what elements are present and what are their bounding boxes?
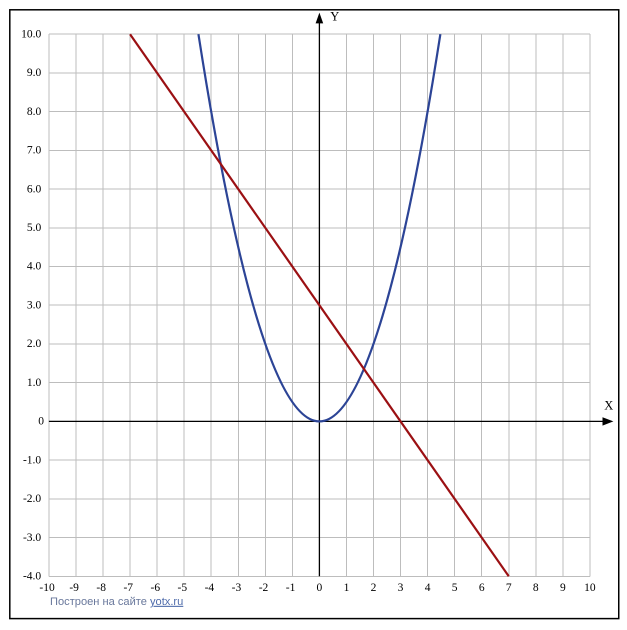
svg-text:-8: -8 [96,582,106,594]
svg-text:8: 8 [533,582,539,594]
svg-text:-7: -7 [123,582,133,594]
svg-text:10.0: 10.0 [21,28,41,40]
svg-text:Построен на сайте yotx.ru: Построен на сайте yotx.ru [50,596,183,608]
svg-text:-5: -5 [178,582,188,594]
svg-text:-4: -4 [205,582,215,594]
svg-text:1.0: 1.0 [27,377,42,389]
svg-text:-1.0: -1.0 [23,454,41,466]
svg-text:4: 4 [425,582,431,594]
svg-text:10: 10 [584,582,596,594]
svg-text:8.0: 8.0 [27,106,42,118]
svg-text:9.0: 9.0 [27,67,42,79]
svg-text:-9: -9 [69,582,79,594]
svg-text:-1: -1 [286,582,296,594]
svg-text:Y: Y [330,10,339,24]
svg-text:-3.0: -3.0 [23,532,41,544]
svg-text:5.0: 5.0 [27,222,42,234]
svg-text:9: 9 [560,582,566,594]
svg-text:3.0: 3.0 [27,299,42,311]
svg-text:-6: -6 [151,582,161,594]
svg-text:2: 2 [371,582,377,594]
svg-text:7: 7 [506,582,512,594]
svg-text:6.0: 6.0 [27,183,42,195]
svg-text:5: 5 [452,582,458,594]
svg-text:3: 3 [398,582,404,594]
svg-text:0: 0 [38,416,44,428]
svg-text:2.0: 2.0 [27,338,42,350]
svg-text:-3: -3 [232,582,242,594]
svg-text:-4.0: -4.0 [23,570,41,582]
svg-text:-2: -2 [259,582,269,594]
svg-text:4.0: 4.0 [27,261,42,273]
svg-text:X: X [604,399,613,413]
svg-text:-2.0: -2.0 [23,493,41,505]
svg-text:-10: -10 [39,582,55,594]
svg-text:6: 6 [479,582,485,594]
svg-text:1: 1 [344,582,350,594]
svg-text:0: 0 [317,582,323,594]
svg-text:7.0: 7.0 [27,145,42,157]
